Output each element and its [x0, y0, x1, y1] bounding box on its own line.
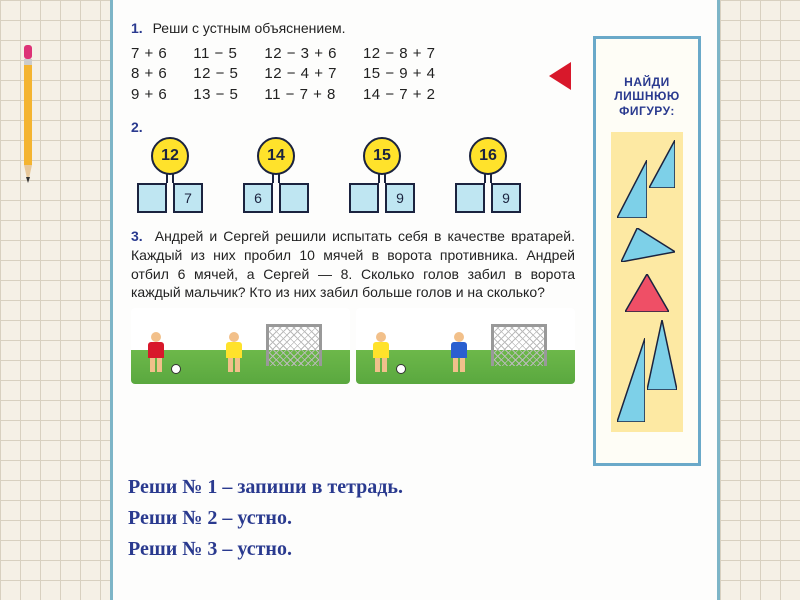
instruction-line: Реши № 2 – устно. — [128, 503, 403, 534]
sidebar-find-odd-shape: НАЙДИ ЛИШНЮЮ ФИГУРУ: — [593, 36, 701, 466]
expr: 12 − 5 — [193, 64, 238, 84]
shape-tri-eq — [625, 274, 669, 312]
number-circle: 14 — [257, 137, 295, 175]
sidebar-line: НАЙДИ — [602, 75, 692, 89]
red-arrow-marker — [549, 62, 571, 90]
player-yellow — [223, 332, 245, 372]
goal-icon — [491, 324, 547, 366]
shape-tri-right — [617, 338, 645, 422]
number-box: 7 — [173, 183, 203, 213]
task1-number: 1. — [131, 20, 143, 36]
number-box — [137, 183, 167, 213]
expr: 12 − 4 + 7 — [264, 64, 337, 84]
task1-header: 1. Реши с устным объяснением. — [131, 20, 705, 36]
number-box — [455, 183, 485, 213]
number-box: 9 — [385, 183, 415, 213]
number-box — [279, 183, 309, 213]
instruction-line: Реши № 1 – запиши в тетрадь. — [128, 472, 403, 503]
task2-number: 2. — [131, 119, 143, 135]
instructions: Реши № 1 – запиши в тетрадь. Реши № 2 – … — [128, 472, 403, 565]
expr: 7 + 6 — [131, 44, 167, 64]
expr: 12 − 8 + 7 — [363, 44, 436, 64]
expr: 8 + 6 — [131, 64, 167, 84]
expr: 9 + 6 — [131, 85, 167, 105]
task1-title-text: Реши с устным объяснением. — [153, 20, 346, 36]
sidebar-line: ЛИШНЮЮ — [602, 89, 692, 103]
player-blue — [448, 332, 470, 372]
task1-col3: 12 − 3 + 6 12 − 4 + 7 11 − 7 + 8 — [264, 44, 337, 105]
number-circle: 12 — [151, 137, 189, 175]
scene-1 — [131, 308, 350, 384]
number-circle: 16 — [469, 137, 507, 175]
task2-group: 169 — [455, 137, 521, 213]
number-box: 9 — [491, 183, 521, 213]
task2-group: 146 — [243, 137, 309, 213]
task1-col1: 7 + 6 8 + 6 9 + 6 — [131, 44, 167, 105]
expr: 13 − 5 — [193, 85, 238, 105]
task3-number: 3. — [131, 228, 143, 244]
expr: 15 − 9 + 4 — [363, 64, 436, 84]
shape-tri-obt — [621, 228, 675, 262]
task3-text: Андрей и Сергей решили испытать себя в к… — [131, 228, 575, 301]
player-yellow — [370, 332, 392, 372]
task2-group: 159 — [349, 137, 415, 213]
goal-icon — [266, 324, 322, 366]
pencil-decoration — [18, 45, 38, 185]
ball-icon — [171, 364, 181, 374]
expr: 11 − 7 + 8 — [264, 85, 337, 105]
number-circle: 15 — [363, 137, 401, 175]
shape-tri-right — [649, 140, 675, 188]
number-box — [349, 183, 379, 213]
task1-col4: 12 − 8 + 7 15 − 9 + 4 14 − 7 + 2 — [363, 44, 436, 105]
shapes-panel — [611, 132, 683, 432]
instruction-line: Реши № 3 – устно. — [128, 534, 403, 565]
player-red — [145, 332, 167, 372]
number-box: 6 — [243, 183, 273, 213]
task1-col2: 11 − 5 12 − 5 13 − 5 — [193, 44, 238, 105]
sidebar-line: ФИГУРУ: — [602, 104, 692, 118]
textbook-content: 1. Реши с устным объяснением. 7 + 6 8 + … — [113, 0, 717, 392]
expr: 14 − 7 + 2 — [363, 85, 436, 105]
shape-tri-right — [617, 160, 647, 218]
shape-tri-iso — [647, 320, 677, 390]
ball-icon — [396, 364, 406, 374]
scene-2 — [356, 308, 575, 384]
task2-group: 127 — [137, 137, 203, 213]
sidebar-title: НАЙДИ ЛИШНЮЮ ФИГУРУ: — [602, 75, 692, 118]
expr: 12 − 3 + 6 — [264, 44, 337, 64]
expr: 11 − 5 — [193, 44, 238, 64]
